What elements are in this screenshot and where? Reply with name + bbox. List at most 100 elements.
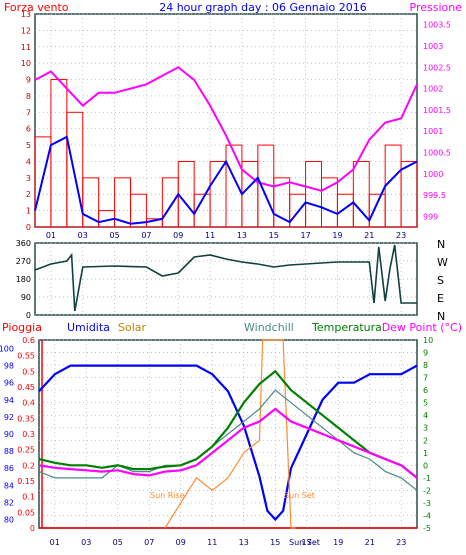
wind-y-tick-label: 10 [21, 59, 31, 68]
direction-line [34, 244, 417, 312]
direction-y-tick-label: 270 [16, 257, 31, 266]
x-tick-label: 15 [269, 231, 279, 240]
x-tick-label: 03 [81, 538, 91, 547]
rain-y-tick-label: 0.35 [17, 414, 35, 423]
rain-y-tick-label: 0.05 [17, 508, 35, 517]
wind-y-tick-label: 13 [21, 10, 31, 19]
compass-label: N [437, 238, 445, 251]
x-tick-label: 07 [144, 538, 154, 547]
wind-y-tick-label: 7 [26, 108, 31, 117]
temp-y-tick-label: 6 [423, 386, 428, 395]
x-tick-label: 01 [46, 231, 56, 240]
temp-y-tick-label: 2 [423, 436, 428, 445]
legend-dew-point: Dew Point (°C) [382, 321, 462, 334]
rain-y-tick-label: 0 [30, 524, 35, 533]
pressure-line [34, 66, 418, 192]
temp-y-tick-label: 1 [423, 449, 428, 458]
direction-y-tick-label: 180 [16, 275, 31, 284]
pressure-y-tick-label: 1000.5 [423, 148, 451, 157]
x-tick-label: 13 [237, 231, 247, 240]
temp-y-tick-label: -5 [423, 524, 431, 533]
rain-y-tick-label: 0.5 [22, 367, 35, 376]
wind-y-tick-label: 1 [26, 207, 31, 216]
wind-y-tick-label: 0 [26, 223, 31, 232]
legend-humidity: Umidita [67, 321, 110, 334]
wind-y-tick-label: 11 [21, 43, 31, 52]
pressure-y-tick-label: 1002.5 [423, 63, 451, 72]
humidity-y-tick-label: 90 [4, 430, 14, 439]
x-tick-label: 09 [173, 231, 183, 240]
chart-marks [34, 66, 418, 529]
x-tick-label: 03 [78, 231, 88, 240]
series-line-temperatura [38, 369, 418, 479]
wind-y-tick-label: 3 [26, 174, 31, 183]
compass-label: N [437, 310, 445, 323]
x-tick-label: 19 [332, 231, 342, 240]
x-tick-label: 11 [207, 538, 217, 547]
temp-y-tick-label: 7 [423, 374, 428, 383]
x-tick-label: 17 [300, 231, 310, 240]
x-tick-label: 21 [364, 231, 374, 240]
rain-y-tick-label: 0.45 [17, 383, 35, 392]
wind-y-tick-label: 9 [26, 76, 31, 85]
rain-y-tick-label: 0.4 [22, 399, 35, 408]
legend-temperature: Temperatura [311, 321, 382, 334]
humidity-y-tick-label: 100 [0, 345, 14, 354]
rain-y-tick-label: 0.15 [17, 477, 35, 486]
compass-label: W [437, 256, 448, 269]
legend-rain: Pioggia [2, 321, 42, 334]
pressure-y-tick-label: 1001 [423, 127, 443, 136]
wind-axis-label: Forza vento [4, 1, 69, 14]
series-line-umidita [38, 364, 418, 522]
x-tick-label: 01 [50, 538, 60, 547]
axis-ticks: 0101030305050707090911111313151517171919… [0, 10, 451, 547]
pressure-y-tick-label: 1003 [423, 42, 443, 51]
temp-y-tick-label: 3 [423, 424, 428, 433]
humidity-y-tick-label: 82 [4, 498, 14, 507]
temp-y-tick-label: 10 [423, 336, 433, 345]
temp-y-tick-label: 5 [423, 399, 428, 408]
direction-y-tick-label: 90 [21, 293, 31, 302]
humidity-y-tick-label: 92 [4, 413, 14, 422]
temp-y-tick-label: -3 [423, 499, 431, 508]
x-tick-label: 19 [333, 538, 343, 547]
x-tick-label: 05 [109, 231, 119, 240]
grid-lines [35, 13, 417, 529]
rain-y-tick-label: 0.55 [17, 352, 35, 361]
temp-y-tick-label: 9 [423, 349, 428, 358]
wind-bar [130, 193, 147, 228]
temp-y-tick-label: -2 [423, 486, 431, 495]
series-line-dew-point [38, 407, 418, 479]
sunrise-label: Sun Rise [150, 491, 185, 500]
pressure-y-tick-label: 1001.5 [423, 106, 451, 115]
x-tick-label: 17 [302, 538, 312, 547]
legend-windchill: Windchill [244, 321, 294, 334]
pressure-axis-label: Pressione [410, 1, 463, 14]
humidity-y-tick-label: 94 [4, 396, 14, 405]
wind-bar [400, 160, 418, 228]
x-tick-label: 21 [365, 538, 375, 547]
pressure-y-tick-label: 1002 [423, 85, 443, 94]
compass-label: S [437, 274, 444, 287]
x-tick-label: 23 [396, 231, 406, 240]
wind-y-tick-label: 6 [26, 125, 31, 134]
compass-label: E [437, 292, 444, 305]
x-tick-label: 13 [239, 538, 249, 547]
rain-y-tick-label: 0.1 [22, 493, 35, 502]
wind-y-tick-label: 5 [26, 141, 31, 150]
humidity-y-tick-label: 86 [4, 464, 14, 473]
sunset-label: Sun Set [284, 491, 315, 500]
x-tick-label: 09 [176, 538, 186, 547]
x-tick-label: 11 [205, 231, 215, 240]
x-tick-label: 05 [113, 538, 123, 547]
pressure-y-tick-label: 999.5 [423, 191, 446, 200]
pressure-y-tick-label: 1003.5 [423, 21, 451, 30]
rain-y-tick-label: 0.6 [22, 336, 35, 345]
temp-y-tick-label: -1 [423, 474, 431, 483]
temp-y-tick-label: 8 [423, 361, 428, 370]
humidity-y-tick-label: 88 [4, 447, 14, 456]
chart-title: 24 hour graph day : 06 Gennaio 2016 [159, 1, 367, 14]
